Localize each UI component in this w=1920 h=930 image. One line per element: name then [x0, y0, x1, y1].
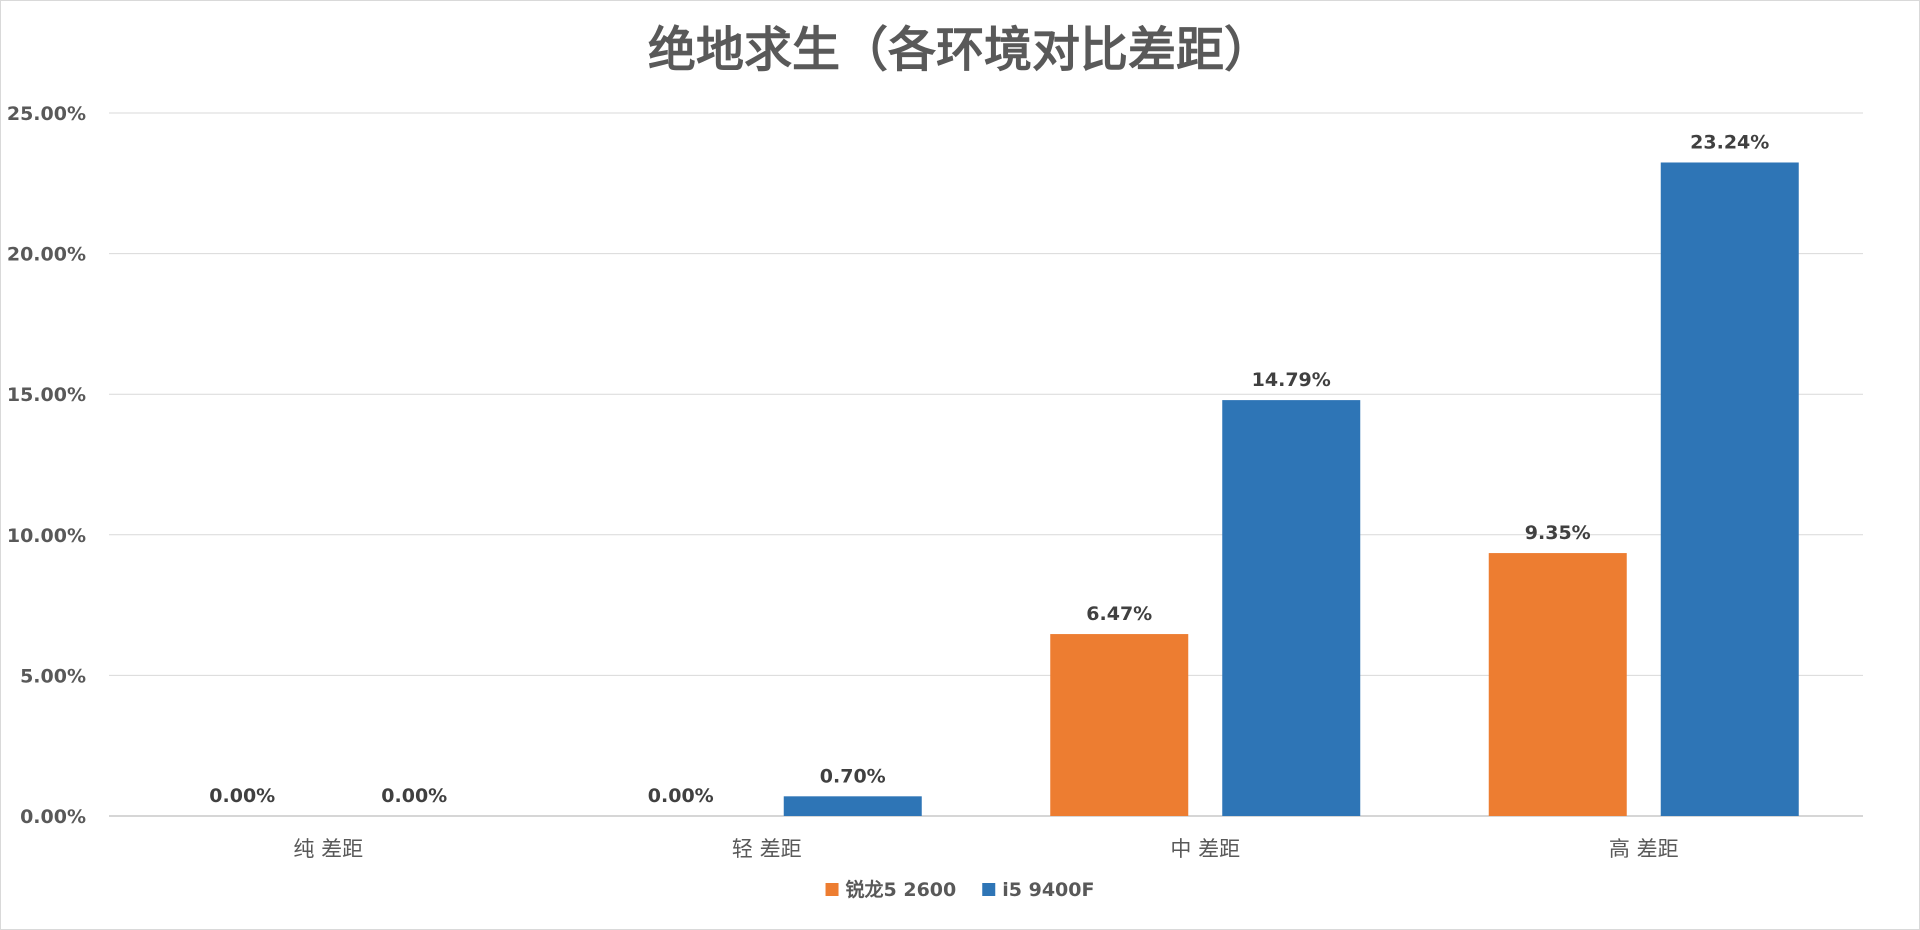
- data-label: 6.47%: [1086, 603, 1152, 625]
- bar: [783, 796, 922, 816]
- data-label: 0.00%: [381, 785, 447, 807]
- x-tick-label: 中 差距: [1170, 837, 1240, 861]
- data-label: 9.35%: [1525, 522, 1591, 544]
- x-tick-label: 纯 差距: [293, 837, 363, 861]
- y-tick-label: 25.00%: [7, 103, 86, 125]
- bar: [1488, 553, 1627, 816]
- legend-label: i5 9400F: [1002, 879, 1094, 901]
- legend-label: 锐龙5 2600: [846, 878, 957, 901]
- y-axis-tick-labels: 0.00% 5.00% 10.00% 15.00% 20.00% 25.00%: [7, 103, 86, 828]
- y-tick-label: 10.00%: [7, 525, 86, 547]
- data-label: 14.79%: [1252, 369, 1331, 391]
- data-label: 0.70%: [820, 765, 886, 787]
- legend-swatch: [825, 883, 839, 896]
- legend-item: 锐龙5 2600: [825, 878, 957, 901]
- bar: [1660, 162, 1799, 816]
- y-tick-label: 0.00%: [20, 806, 86, 828]
- bar: [1222, 400, 1361, 816]
- data-label: 23.24%: [1690, 131, 1769, 153]
- legend-swatch: [982, 883, 996, 896]
- chart-title: 绝地求生（各环境对比差距）: [648, 22, 1272, 78]
- legend-item: i5 9400F: [982, 879, 1094, 901]
- x-tick-label: 轻 差距: [732, 837, 802, 861]
- x-axis-tick-labels: 纯 差距 轻 差距 中 差距 高 差距: [293, 837, 1678, 861]
- data-labels: 0.00% 0.00% 0.00% 0.70% 6.47% 14.79% 9.35% 23.2…: [209, 131, 1769, 807]
- y-tick-label: 5.00%: [20, 665, 86, 687]
- y-tick-label: 15.00%: [7, 384, 86, 406]
- legend: 锐龙5 2600 i5 9400F: [825, 878, 1094, 901]
- y-tick-label: 20.00%: [7, 244, 86, 266]
- bar: [1050, 634, 1189, 816]
- x-tick-label: 高 差距: [1609, 837, 1679, 861]
- data-label: 0.00%: [648, 785, 714, 807]
- data-label: 0.00%: [209, 785, 275, 807]
- bars: [783, 162, 1799, 816]
